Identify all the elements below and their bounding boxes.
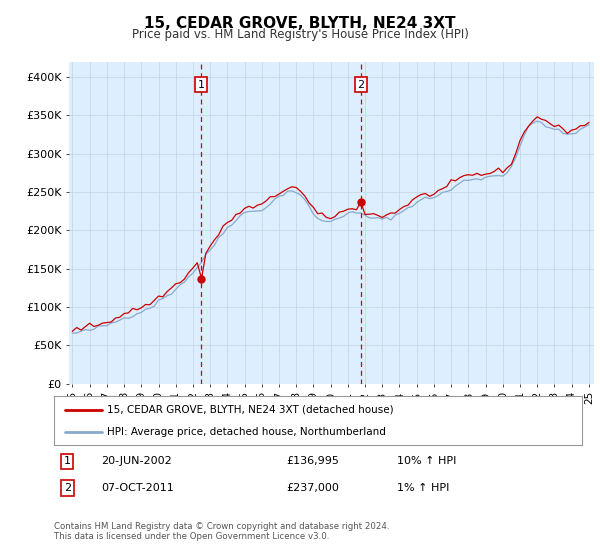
Text: 07-OCT-2011: 07-OCT-2011 [101, 483, 174, 493]
Bar [201, 62, 361, 384]
Text: 15, CEDAR GROVE, BLYTH, NE24 3XT (detached house): 15, CEDAR GROVE, BLYTH, NE24 3XT (detach… [107, 405, 394, 415]
Text: 2: 2 [358, 80, 365, 90]
Text: £136,995: £136,995 [286, 456, 339, 466]
Text: 10% ↑ HPI: 10% ↑ HPI [397, 456, 457, 466]
Text: Price paid vs. HM Land Registry's House Price Index (HPI): Price paid vs. HM Land Registry's House … [131, 28, 469, 41]
Text: HPI: Average price, detached house, Northumberland: HPI: Average price, detached house, Nort… [107, 427, 386, 437]
Text: 1: 1 [197, 80, 205, 90]
Text: Contains HM Land Registry data © Crown copyright and database right 2024.
This d: Contains HM Land Registry data © Crown c… [54, 522, 389, 542]
Text: 1: 1 [64, 456, 71, 466]
Text: 2: 2 [64, 483, 71, 493]
Text: £237,000: £237,000 [286, 483, 339, 493]
Text: 1% ↑ HPI: 1% ↑ HPI [397, 483, 449, 493]
Text: 20-JUN-2002: 20-JUN-2002 [101, 456, 172, 466]
Text: 15, CEDAR GROVE, BLYTH, NE24 3XT: 15, CEDAR GROVE, BLYTH, NE24 3XT [144, 16, 456, 31]
